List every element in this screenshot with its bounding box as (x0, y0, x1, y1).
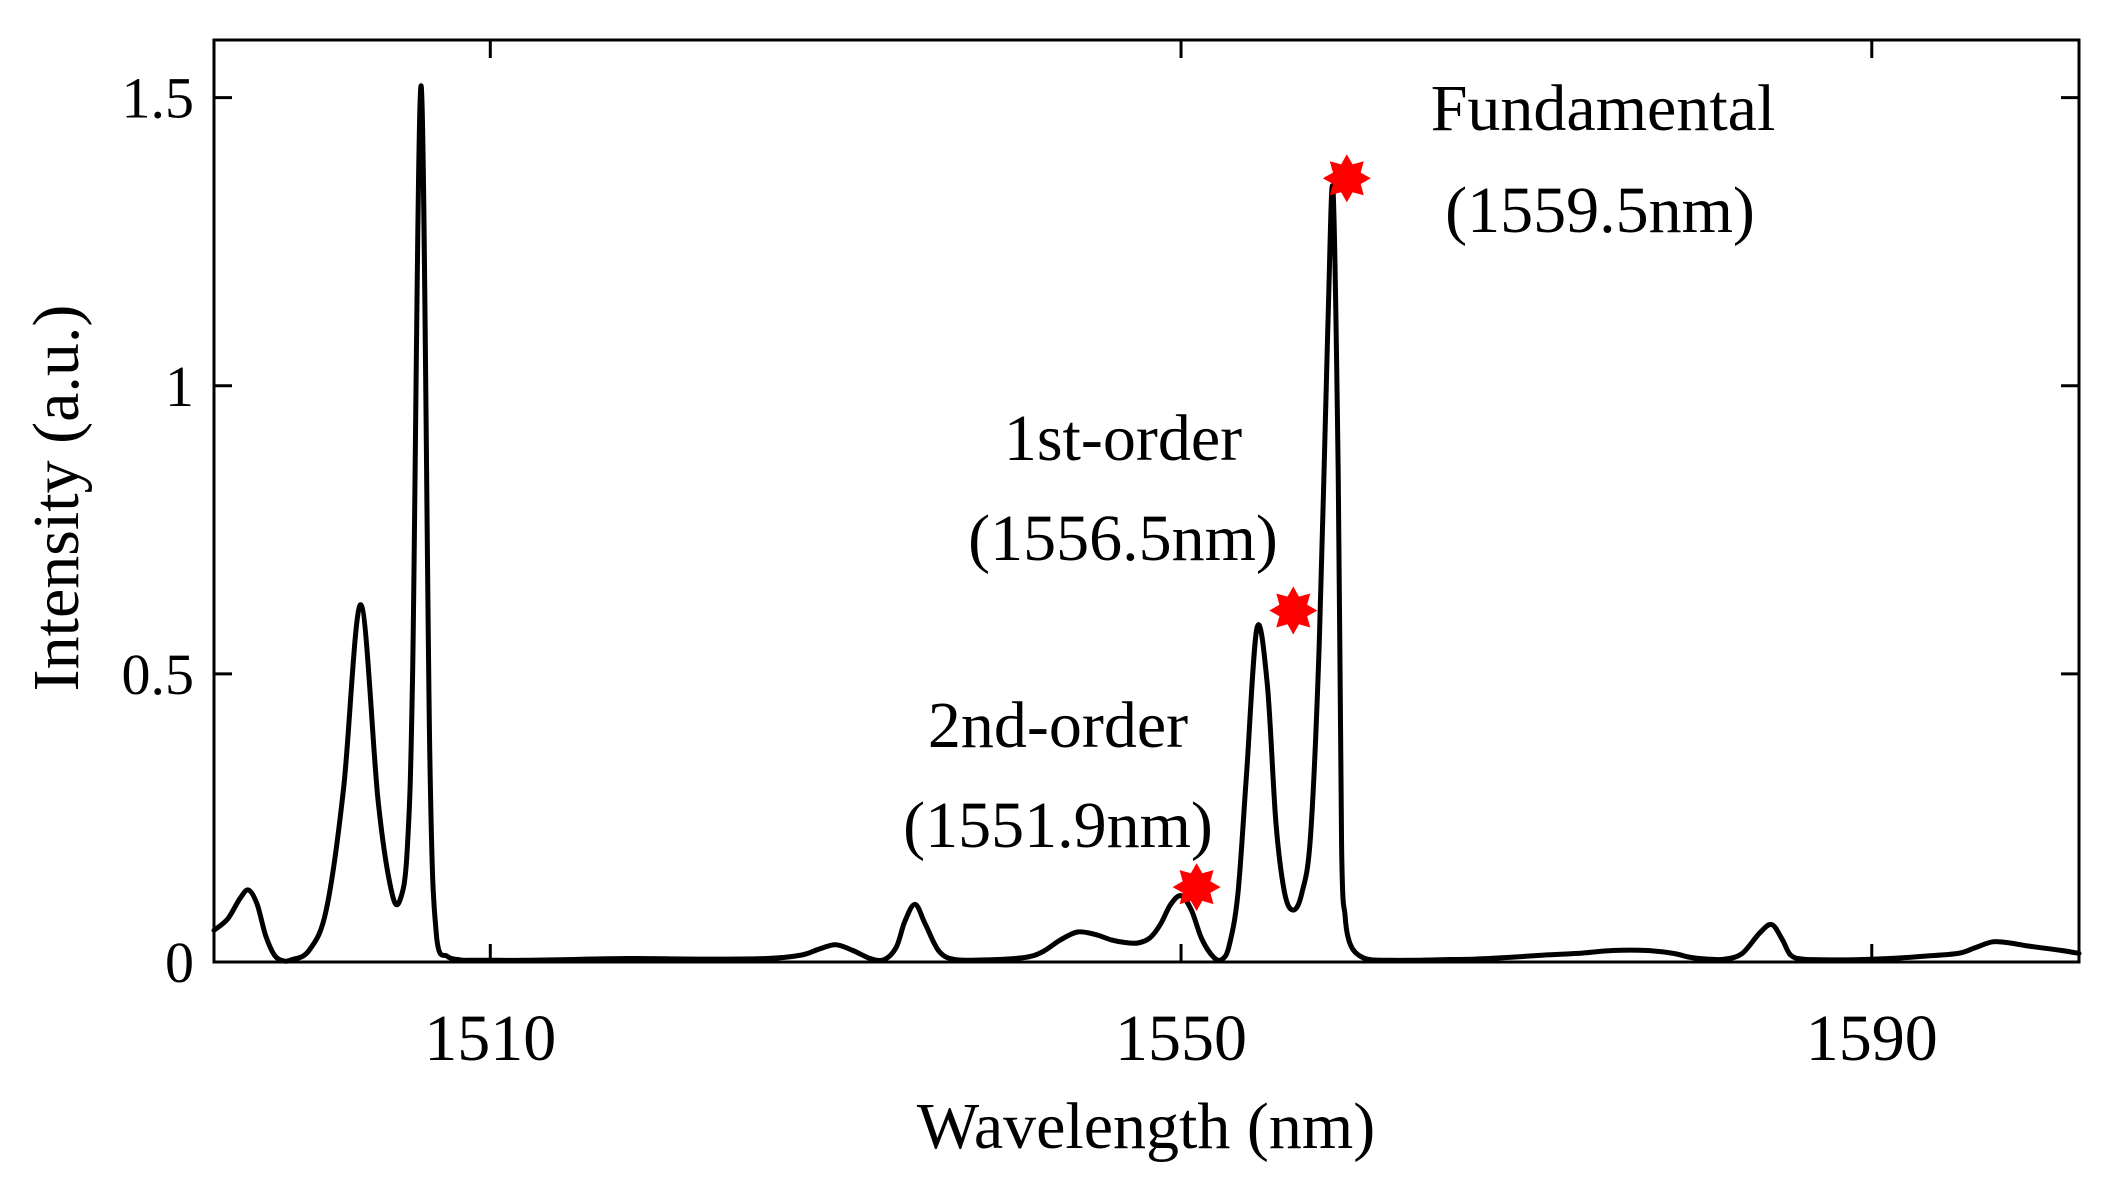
tick-labels: 1510 1550 1590 0 0.5 1 1.5 (122, 66, 1938, 1075)
y-tick-label: 1 (165, 354, 194, 419)
x-tick-label: 1550 (1115, 1002, 1247, 1075)
y-axis-label: Intensity (a.u.) (20, 305, 93, 692)
annotation-fundamental-line1: Fundamental (1431, 72, 1776, 145)
x-tick-label: 1590 (1806, 1002, 1938, 1075)
annotation-fundamental: Fundamental (1559.5nm) (1431, 72, 1776, 247)
annotation-1st-order-line2: (1556.5nm) (968, 502, 1278, 575)
x-tick-label: 1510 (424, 1002, 556, 1075)
y-tick-label: 0 (165, 930, 194, 995)
annotation-2nd-order-line1: 2nd-order (928, 689, 1188, 762)
annotation-fundamental-line2: (1559.5nm) (1445, 174, 1755, 247)
peak-marker-star (1172, 863, 1221, 912)
spectrum-line (211, 83, 2082, 964)
y-tick-label: 0.5 (122, 642, 195, 707)
x-axis-label: Wavelength (nm) (917, 1090, 1375, 1163)
annotation-1st-order: 1st-order (1556.5nm) (968, 402, 1278, 575)
peak-markers (1172, 154, 1371, 912)
y-tick-label: 1.5 (122, 66, 195, 131)
annotation-2nd-order-line2: (1551.9nm) (903, 789, 1213, 862)
peak-marker-star (1269, 586, 1318, 635)
peak-marker-star (1322, 154, 1371, 203)
annotation-2nd-order: 2nd-order (1551.9nm) (903, 689, 1213, 862)
plot-area-frame (212, 38, 2081, 964)
annotation-1st-order-line1: 1st-order (1004, 402, 1242, 475)
